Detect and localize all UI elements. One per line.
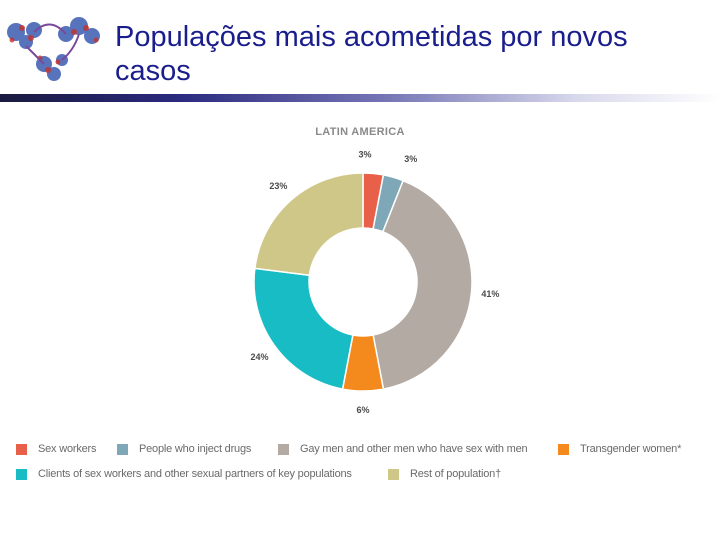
legend-row-2: Clients of sex workers and other sexual … [16,468,716,493]
legend-label: Clients of sex workers and other sexual … [38,468,352,480]
legend-swatch [278,443,289,455]
slice-data-label: 3% [404,154,417,164]
legend-label: Gay men and other men who have sex with … [300,443,528,455]
legend-item-rest-of-population: Rest of population† [388,468,501,480]
legend-label: Transgender women* [580,443,682,455]
donut-slice [253,267,354,390]
legend-label: People who inject drugs [139,443,252,455]
legend-swatch [558,443,569,455]
slice-data-label: 6% [356,405,369,415]
donut-slice [254,172,364,277]
chart-legend: Sex workers People who inject drugs Gay … [16,443,716,493]
donut-slice [372,179,473,390]
slice-data-label: 41% [481,289,499,299]
legend-label: Sex workers [38,443,97,455]
legend-item-gay-men-msm: Gay men and other men who have sex with … [278,443,528,455]
legend-item-clients-of-sex-workers: Clients of sex workers and other sexual … [16,468,352,480]
legend-swatch [388,468,399,480]
title-divider [0,94,720,102]
legend-swatch [16,468,27,480]
legend-swatch [117,443,128,455]
legend-item-transgender-women: Transgender women* [558,443,681,455]
legend-item-sex-workers: Sex workers [16,443,97,455]
legend-row-1: Sex workers People who inject drugs Gay … [16,443,716,468]
slice-data-label: 23% [269,181,287,191]
legend-label: Rest of population† [410,468,501,480]
chart-title: LATIN AMERICA [315,126,405,138]
slice-data-label: 24% [250,352,268,362]
slide-title: Populações mais acometidas por novos cas… [115,21,628,87]
legend-item-people-who-inject-drugs: People who inject drugs [117,443,251,455]
donut-chart: 3% 3% 41% 6% 24% 23% [250,150,499,415]
slice-data-label: 3% [359,150,372,160]
legend-swatch [16,443,27,455]
logo-molecule-icon [4,12,106,88]
